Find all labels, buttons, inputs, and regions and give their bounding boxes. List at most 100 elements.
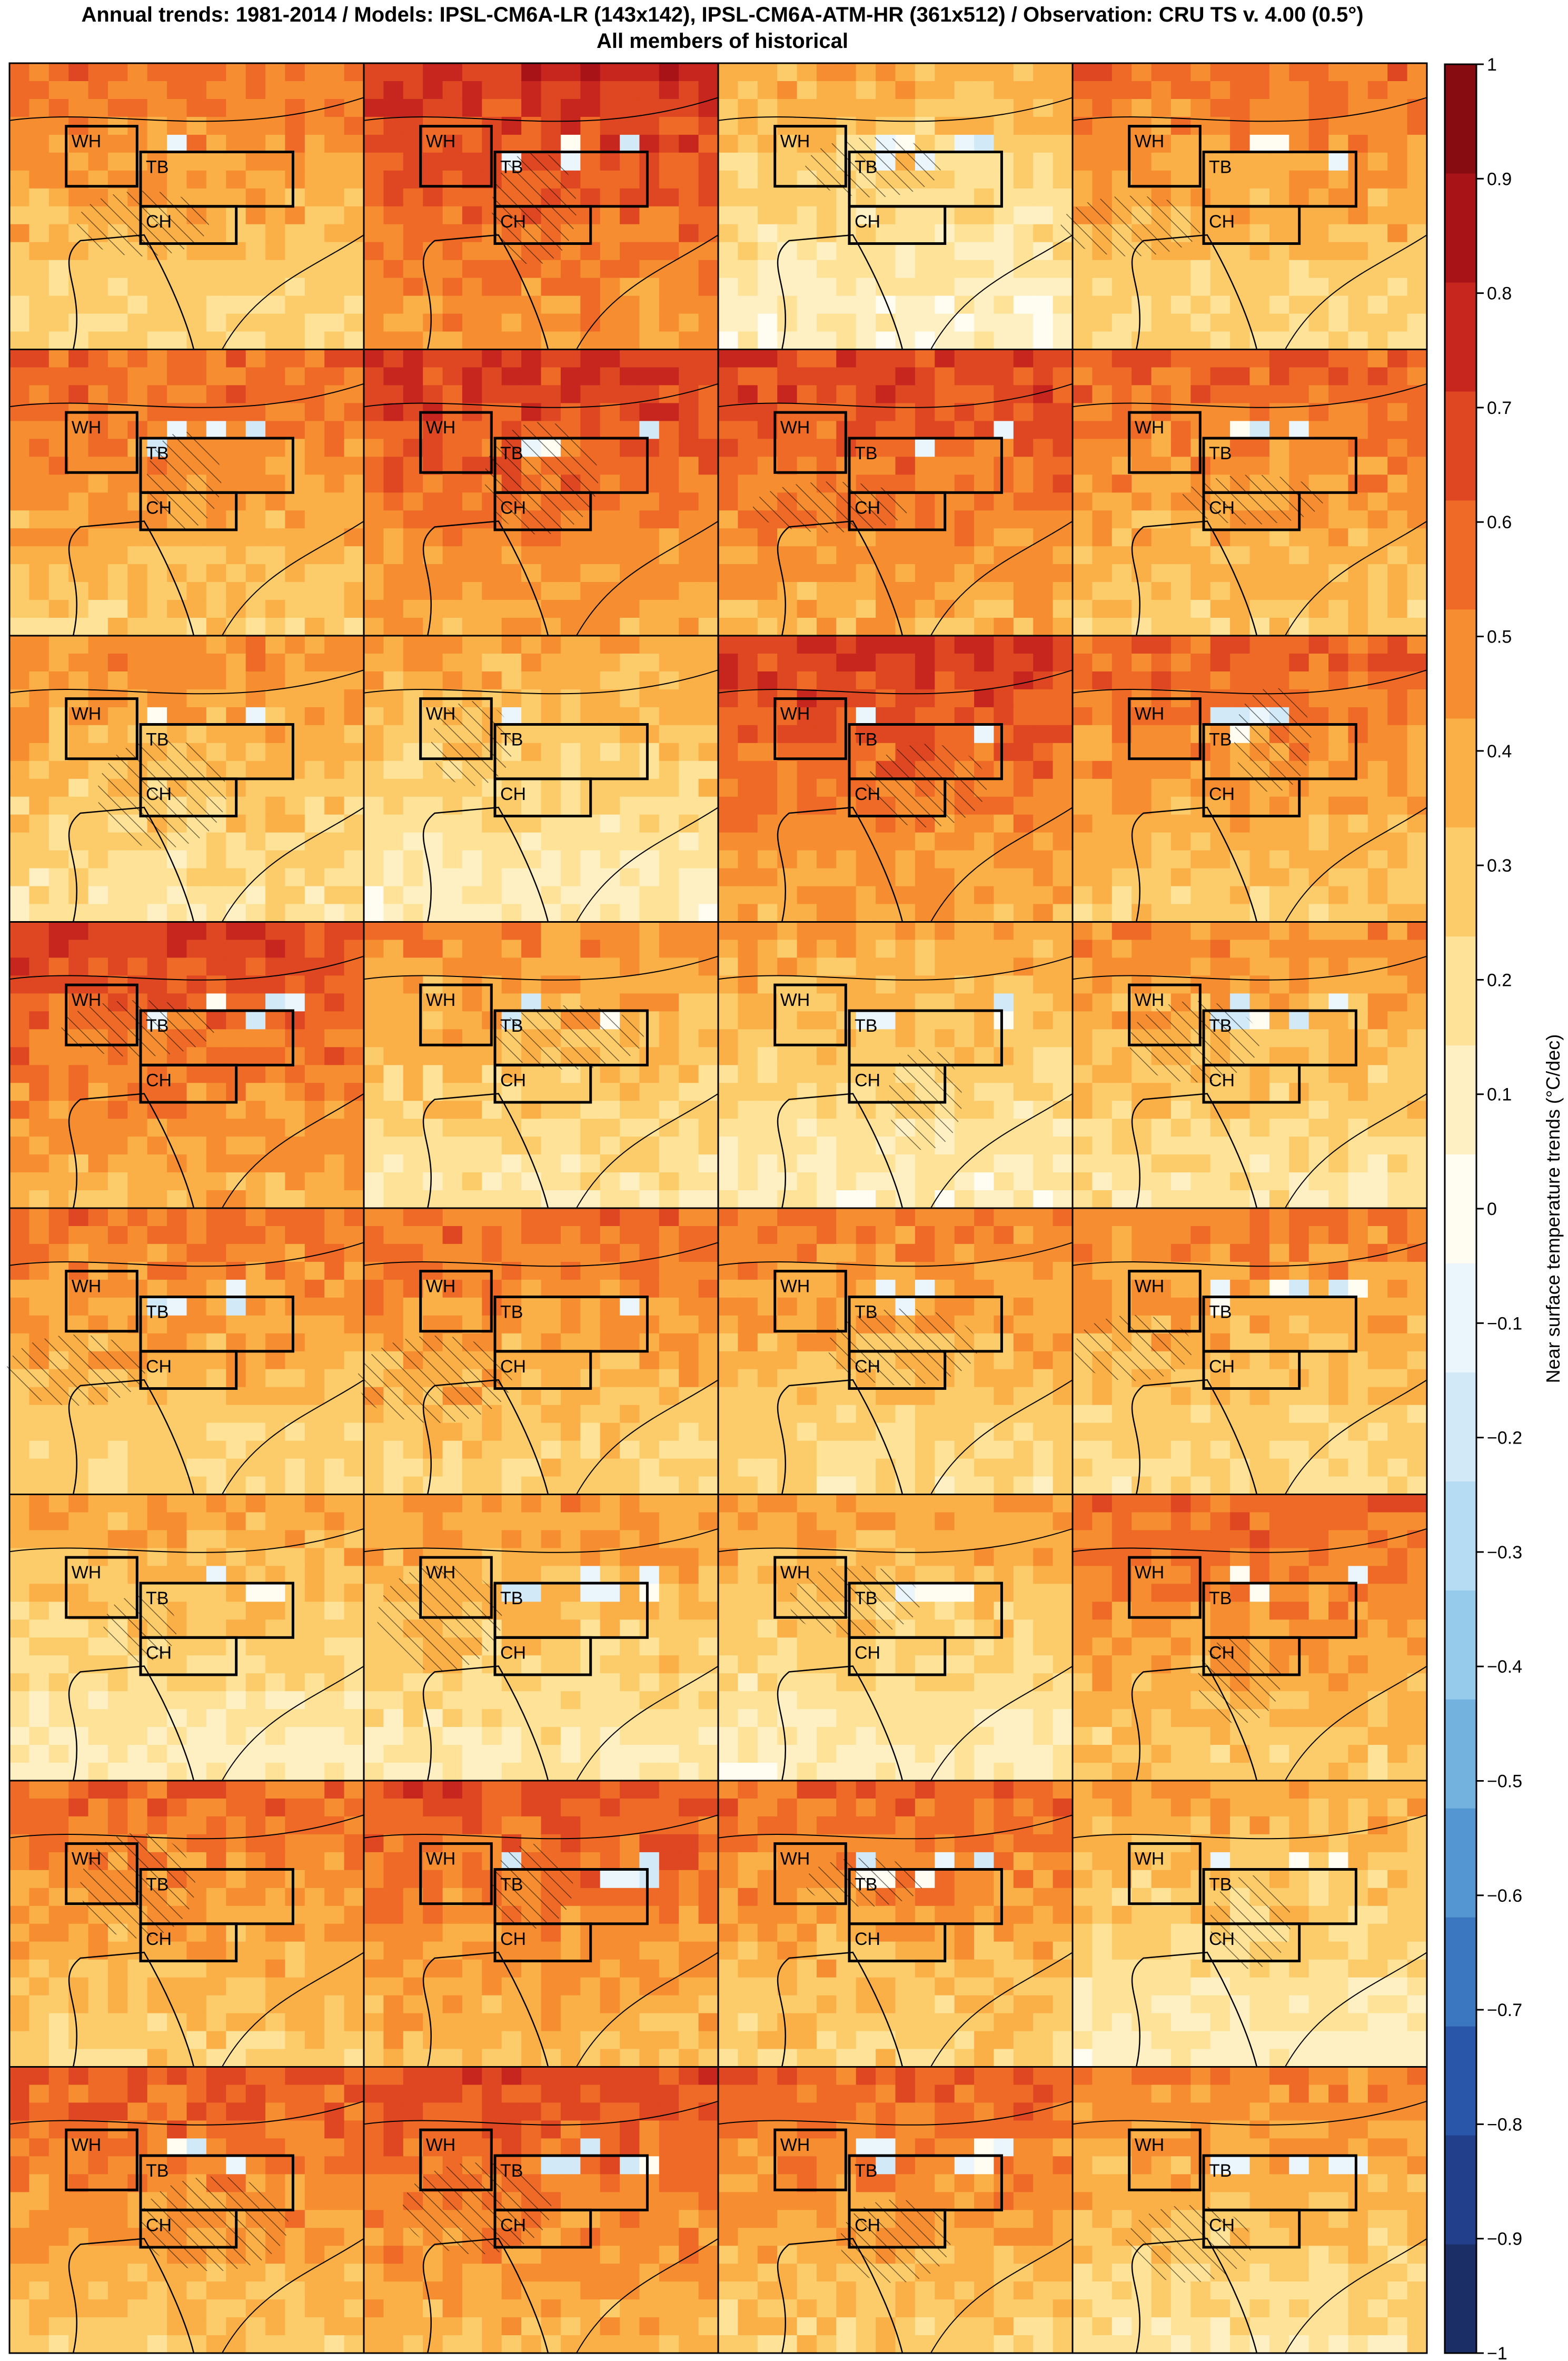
grid-cell [659, 904, 679, 923]
grid-cell [265, 242, 286, 261]
grid-cell [659, 224, 679, 243]
grid-cell [48, 224, 69, 243]
grid-cell [738, 170, 758, 189]
grid-cell [994, 654, 1014, 672]
grid-cell [698, 510, 719, 529]
grid-cell [895, 63, 916, 82]
coastline [221, 234, 364, 350]
grid-cell [698, 367, 719, 386]
grid-cell [285, 170, 305, 189]
grid-cell [738, 957, 758, 976]
grid-cell [560, 1172, 581, 1191]
grid-cell [600, 295, 620, 314]
grid-cell [206, 707, 227, 726]
grid-cell [1387, 457, 1408, 476]
grid-cell [1407, 743, 1427, 762]
grid-cell [482, 81, 502, 100]
grid-cell [1112, 349, 1132, 368]
grid-cell [600, 98, 620, 117]
grid-cell [265, 1226, 286, 1244]
grid-cell [1328, 850, 1349, 869]
grid-cell [1269, 206, 1290, 225]
grid-cell [1190, 98, 1211, 117]
grid-cell [797, 1065, 817, 1084]
grid-cell [324, 528, 345, 547]
grid-cell [1073, 564, 1093, 582]
grid-cell [1053, 403, 1073, 422]
grid-cell [1308, 1011, 1329, 1030]
grid-cell [226, 743, 246, 762]
grid-cell [285, 922, 305, 941]
grid-cell [1407, 618, 1427, 636]
grid-cell [974, 242, 995, 261]
grid-cell [1210, 957, 1230, 976]
grid-cell [285, 689, 305, 708]
grid-cell [1308, 1083, 1329, 1101]
grid-cell [620, 760, 640, 779]
grid-cell [541, 922, 561, 941]
grid-cell [856, 832, 876, 851]
grid-cell [1190, 1083, 1211, 1101]
grid-cell [718, 904, 739, 923]
grid-cell [1013, 546, 1034, 565]
grid-cell [1407, 707, 1427, 726]
grid-cell [245, 1029, 266, 1048]
grid-cell [659, 116, 679, 135]
grid-cell [915, 832, 936, 851]
grid-cell [462, 1065, 483, 1084]
grid-cell [324, 886, 345, 905]
grid-cell [206, 1315, 227, 1334]
grid-cell [797, 1190, 817, 1209]
grid-cell [167, 295, 187, 314]
grid-cell [915, 63, 936, 82]
grid-cell [88, 725, 108, 744]
grid-cell [1387, 832, 1408, 851]
grid-cell [757, 796, 778, 815]
grid-cell [88, 81, 108, 100]
grid-cell [383, 868, 404, 887]
grid-cell [797, 260, 817, 279]
grid-cell [1387, 582, 1408, 600]
grid-cell [423, 475, 443, 493]
region-box [139, 491, 238, 531]
grid-cell [1230, 564, 1251, 582]
grid-cell [1367, 868, 1388, 887]
grid-cell [600, 206, 620, 225]
grid-cell [974, 188, 995, 207]
grid-cell [679, 904, 699, 923]
grid-cell [1328, 457, 1349, 476]
grid-cell [68, 260, 89, 279]
grid-cell [68, 618, 89, 636]
grid-cell [1073, 1154, 1093, 1173]
grid-cell [639, 886, 660, 905]
region-label: TB [146, 730, 168, 750]
grid-cell [364, 796, 384, 815]
grid-cell [1092, 367, 1113, 386]
grid-cell [285, 278, 305, 297]
grid-cell [344, 331, 364, 350]
grid-cell [1230, 904, 1251, 923]
grid-cell [403, 313, 423, 332]
grid-cell [304, 725, 325, 744]
grid-cell [462, 1119, 483, 1137]
grid-cell [1407, 1047, 1427, 1066]
grid-cell [1112, 385, 1132, 404]
grid-cell [1170, 618, 1192, 636]
region-box [65, 411, 138, 474]
grid-cell [1367, 904, 1388, 923]
grid-cell [1033, 760, 1054, 779]
grid-cell [738, 1011, 758, 1030]
grid-cell [304, 492, 325, 511]
grid-cell [1112, 98, 1132, 117]
grid-cell [738, 1047, 758, 1066]
grid-cell [915, 850, 936, 869]
grid-cell [147, 1190, 167, 1209]
grid-cell [738, 188, 758, 207]
grid-cell [1249, 796, 1270, 815]
grid-cell [48, 492, 69, 511]
grid-cell [620, 1101, 640, 1119]
grid-cell [836, 957, 857, 976]
grid-cell [344, 1083, 364, 1101]
grid-cell [226, 957, 246, 976]
